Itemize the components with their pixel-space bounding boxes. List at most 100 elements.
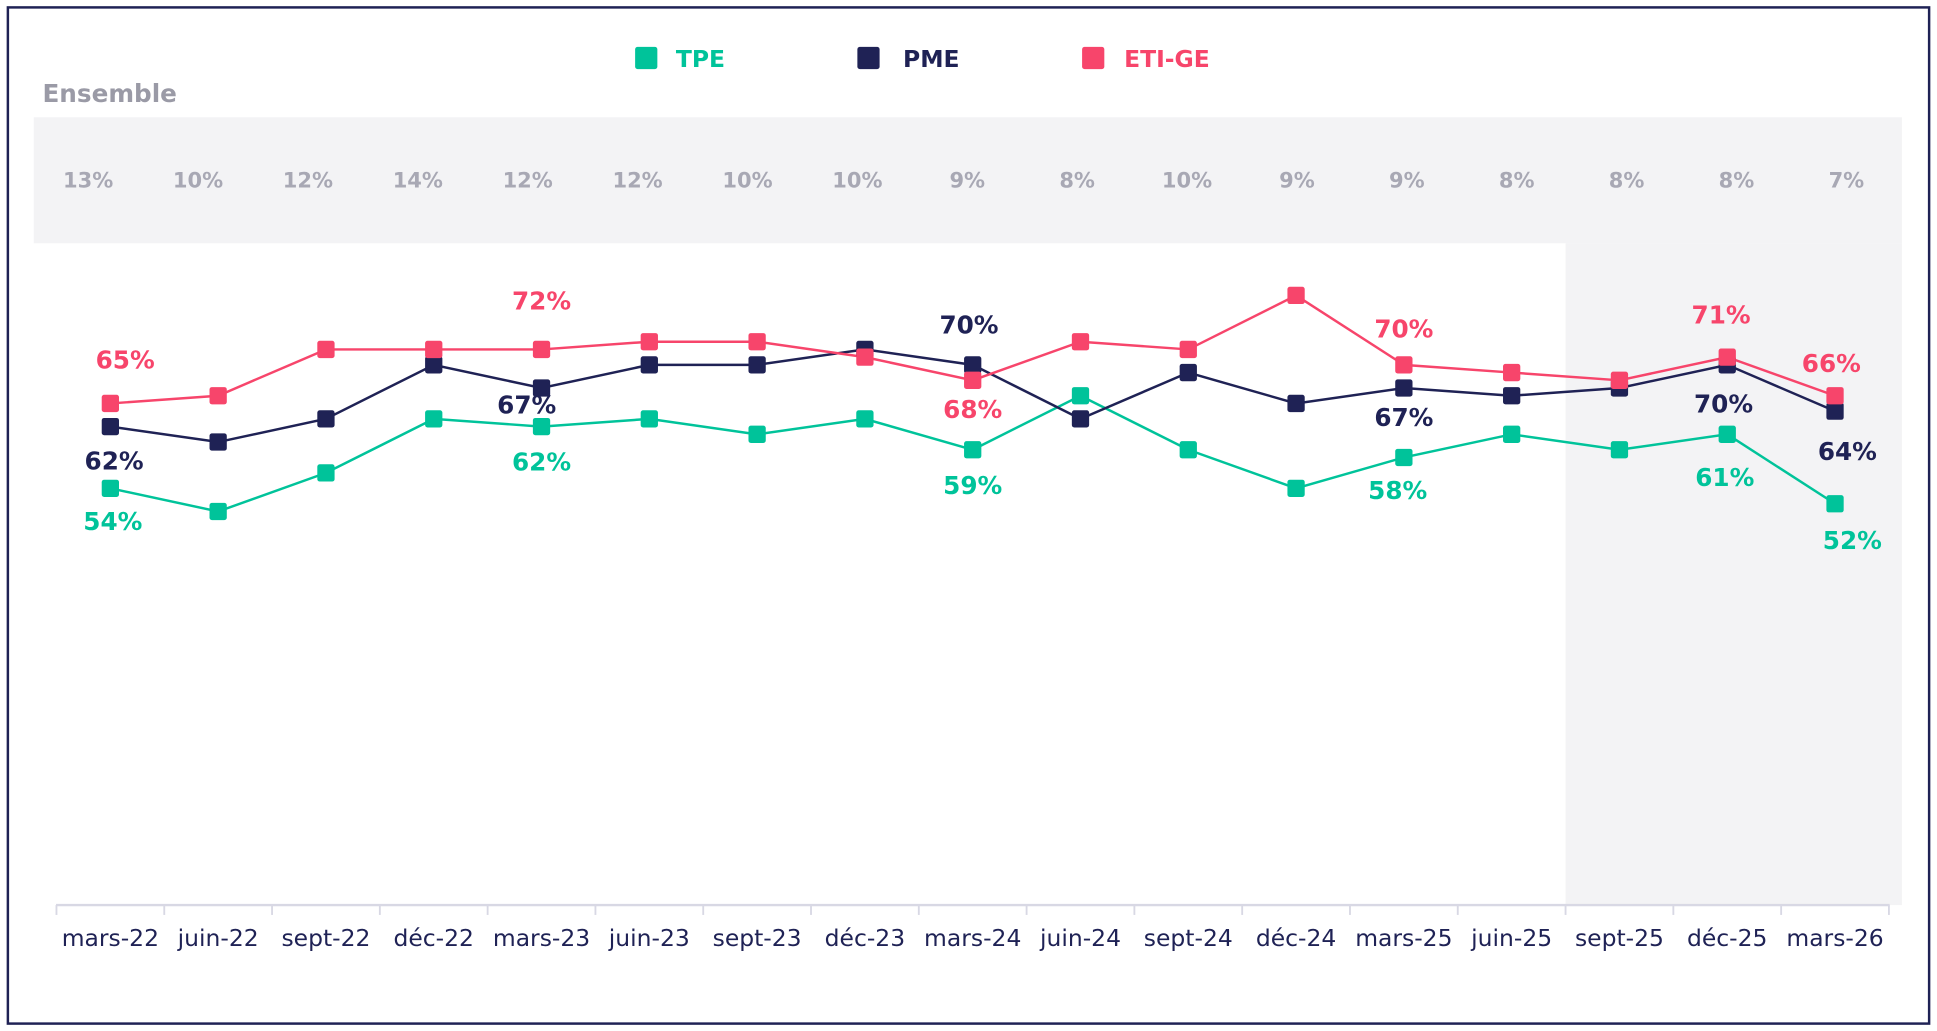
shaded-area — [1565, 243, 1902, 906]
point — [964, 371, 982, 389]
point — [532, 417, 551, 436]
point — [964, 356, 982, 374]
point — [1395, 448, 1413, 467]
point — [1071, 333, 1090, 351]
point — [317, 340, 335, 359]
point — [425, 410, 443, 428]
point — [209, 433, 227, 451]
x-tick-label: déc-23 — [825, 924, 905, 952]
data-label: 71% — [1692, 300, 1751, 329]
point — [1610, 441, 1629, 459]
point — [209, 387, 227, 405]
point — [425, 356, 443, 374]
data-label: 70% — [1694, 390, 1753, 419]
data-label: 54% — [83, 507, 142, 536]
point — [1179, 441, 1197, 459]
point — [640, 356, 658, 374]
band-value: 8% — [1609, 169, 1645, 193]
point — [1826, 402, 1844, 420]
band-value: 9% — [949, 169, 985, 193]
point — [317, 410, 335, 428]
band-value: 8% — [1499, 169, 1535, 193]
band-value: 9% — [1279, 169, 1315, 193]
data-label: 70% — [939, 311, 998, 340]
x-tick-label: juin-24 — [1039, 924, 1121, 952]
point — [748, 425, 766, 443]
point — [1718, 425, 1736, 443]
legend-label: ETI-GE — [1124, 45, 1210, 73]
point — [1503, 425, 1521, 443]
point — [101, 394, 120, 413]
x-tick-label: mars-24 — [924, 924, 1021, 952]
band-value: 13% — [63, 169, 113, 193]
point — [1071, 387, 1090, 405]
point — [964, 441, 982, 459]
x-tick-label: déc-24 — [1256, 924, 1336, 952]
data-label: 66% — [1802, 349, 1861, 378]
data-label: 52% — [1823, 526, 1882, 555]
data-label: 67% — [1374, 403, 1433, 432]
point — [101, 417, 120, 436]
x-tick-label: sept-23 — [713, 924, 802, 952]
band-background — [33, 117, 1902, 244]
point — [532, 340, 551, 359]
point — [1503, 387, 1521, 405]
x-tick-label: juin-25 — [1470, 924, 1552, 952]
x-tick-label: déc-25 — [1687, 924, 1767, 952]
point — [1395, 379, 1413, 397]
data-label: 61% — [1695, 463, 1754, 492]
point — [856, 348, 874, 366]
point — [1395, 356, 1413, 374]
band-value: 12% — [503, 169, 553, 193]
band-value: 10% — [173, 169, 223, 193]
x-tick-label: mars-23 — [493, 924, 590, 952]
x-tick-label: sept-22 — [281, 924, 370, 952]
x-tick-label: mars-26 — [1786, 924, 1883, 952]
x-tick-label: sept-24 — [1144, 924, 1233, 952]
band-value: 10% — [832, 169, 882, 193]
data-label: 65% — [96, 345, 155, 374]
point — [1179, 363, 1197, 382]
band-value: 7% — [1829, 169, 1865, 193]
data-label: 58% — [1368, 476, 1427, 505]
point — [532, 379, 551, 397]
band-value: 12% — [612, 169, 662, 193]
point — [209, 502, 227, 521]
legend-swatch — [1082, 46, 1105, 70]
band-value: 9% — [1389, 169, 1425, 193]
point — [748, 356, 766, 374]
legend-swatch — [857, 46, 880, 70]
data-label: 68% — [943, 395, 1002, 424]
point — [317, 464, 335, 482]
point — [1179, 340, 1197, 359]
point — [101, 479, 120, 497]
x-tick-label: mars-22 — [62, 924, 159, 952]
point — [640, 333, 658, 351]
x-tick-label: juin-23 — [608, 924, 690, 952]
point — [640, 410, 658, 428]
x-tick-label: déc-22 — [394, 924, 474, 952]
x-tick-label: sept-25 — [1575, 924, 1664, 952]
legend-label: PME — [903, 45, 960, 73]
point — [1287, 479, 1305, 497]
data-label: 62% — [512, 448, 571, 477]
x-tick-label: mars-25 — [1355, 924, 1452, 952]
point — [1826, 387, 1844, 405]
point — [1718, 348, 1736, 366]
point — [1503, 363, 1521, 382]
band-title: Ensemble — [42, 79, 176, 108]
legend-swatch — [635, 46, 658, 70]
point — [1610, 371, 1629, 389]
point — [1287, 286, 1305, 305]
data-label: 62% — [85, 446, 144, 475]
point — [1071, 410, 1090, 428]
band-value: 14% — [393, 169, 443, 193]
point — [1826, 495, 1844, 513]
point — [748, 333, 766, 351]
data-label: 72% — [512, 287, 571, 316]
legend-label: TPE — [676, 45, 725, 73]
data-label: 67% — [497, 391, 556, 420]
data-label: 59% — [943, 471, 1002, 500]
data-label: 64% — [1818, 437, 1877, 466]
